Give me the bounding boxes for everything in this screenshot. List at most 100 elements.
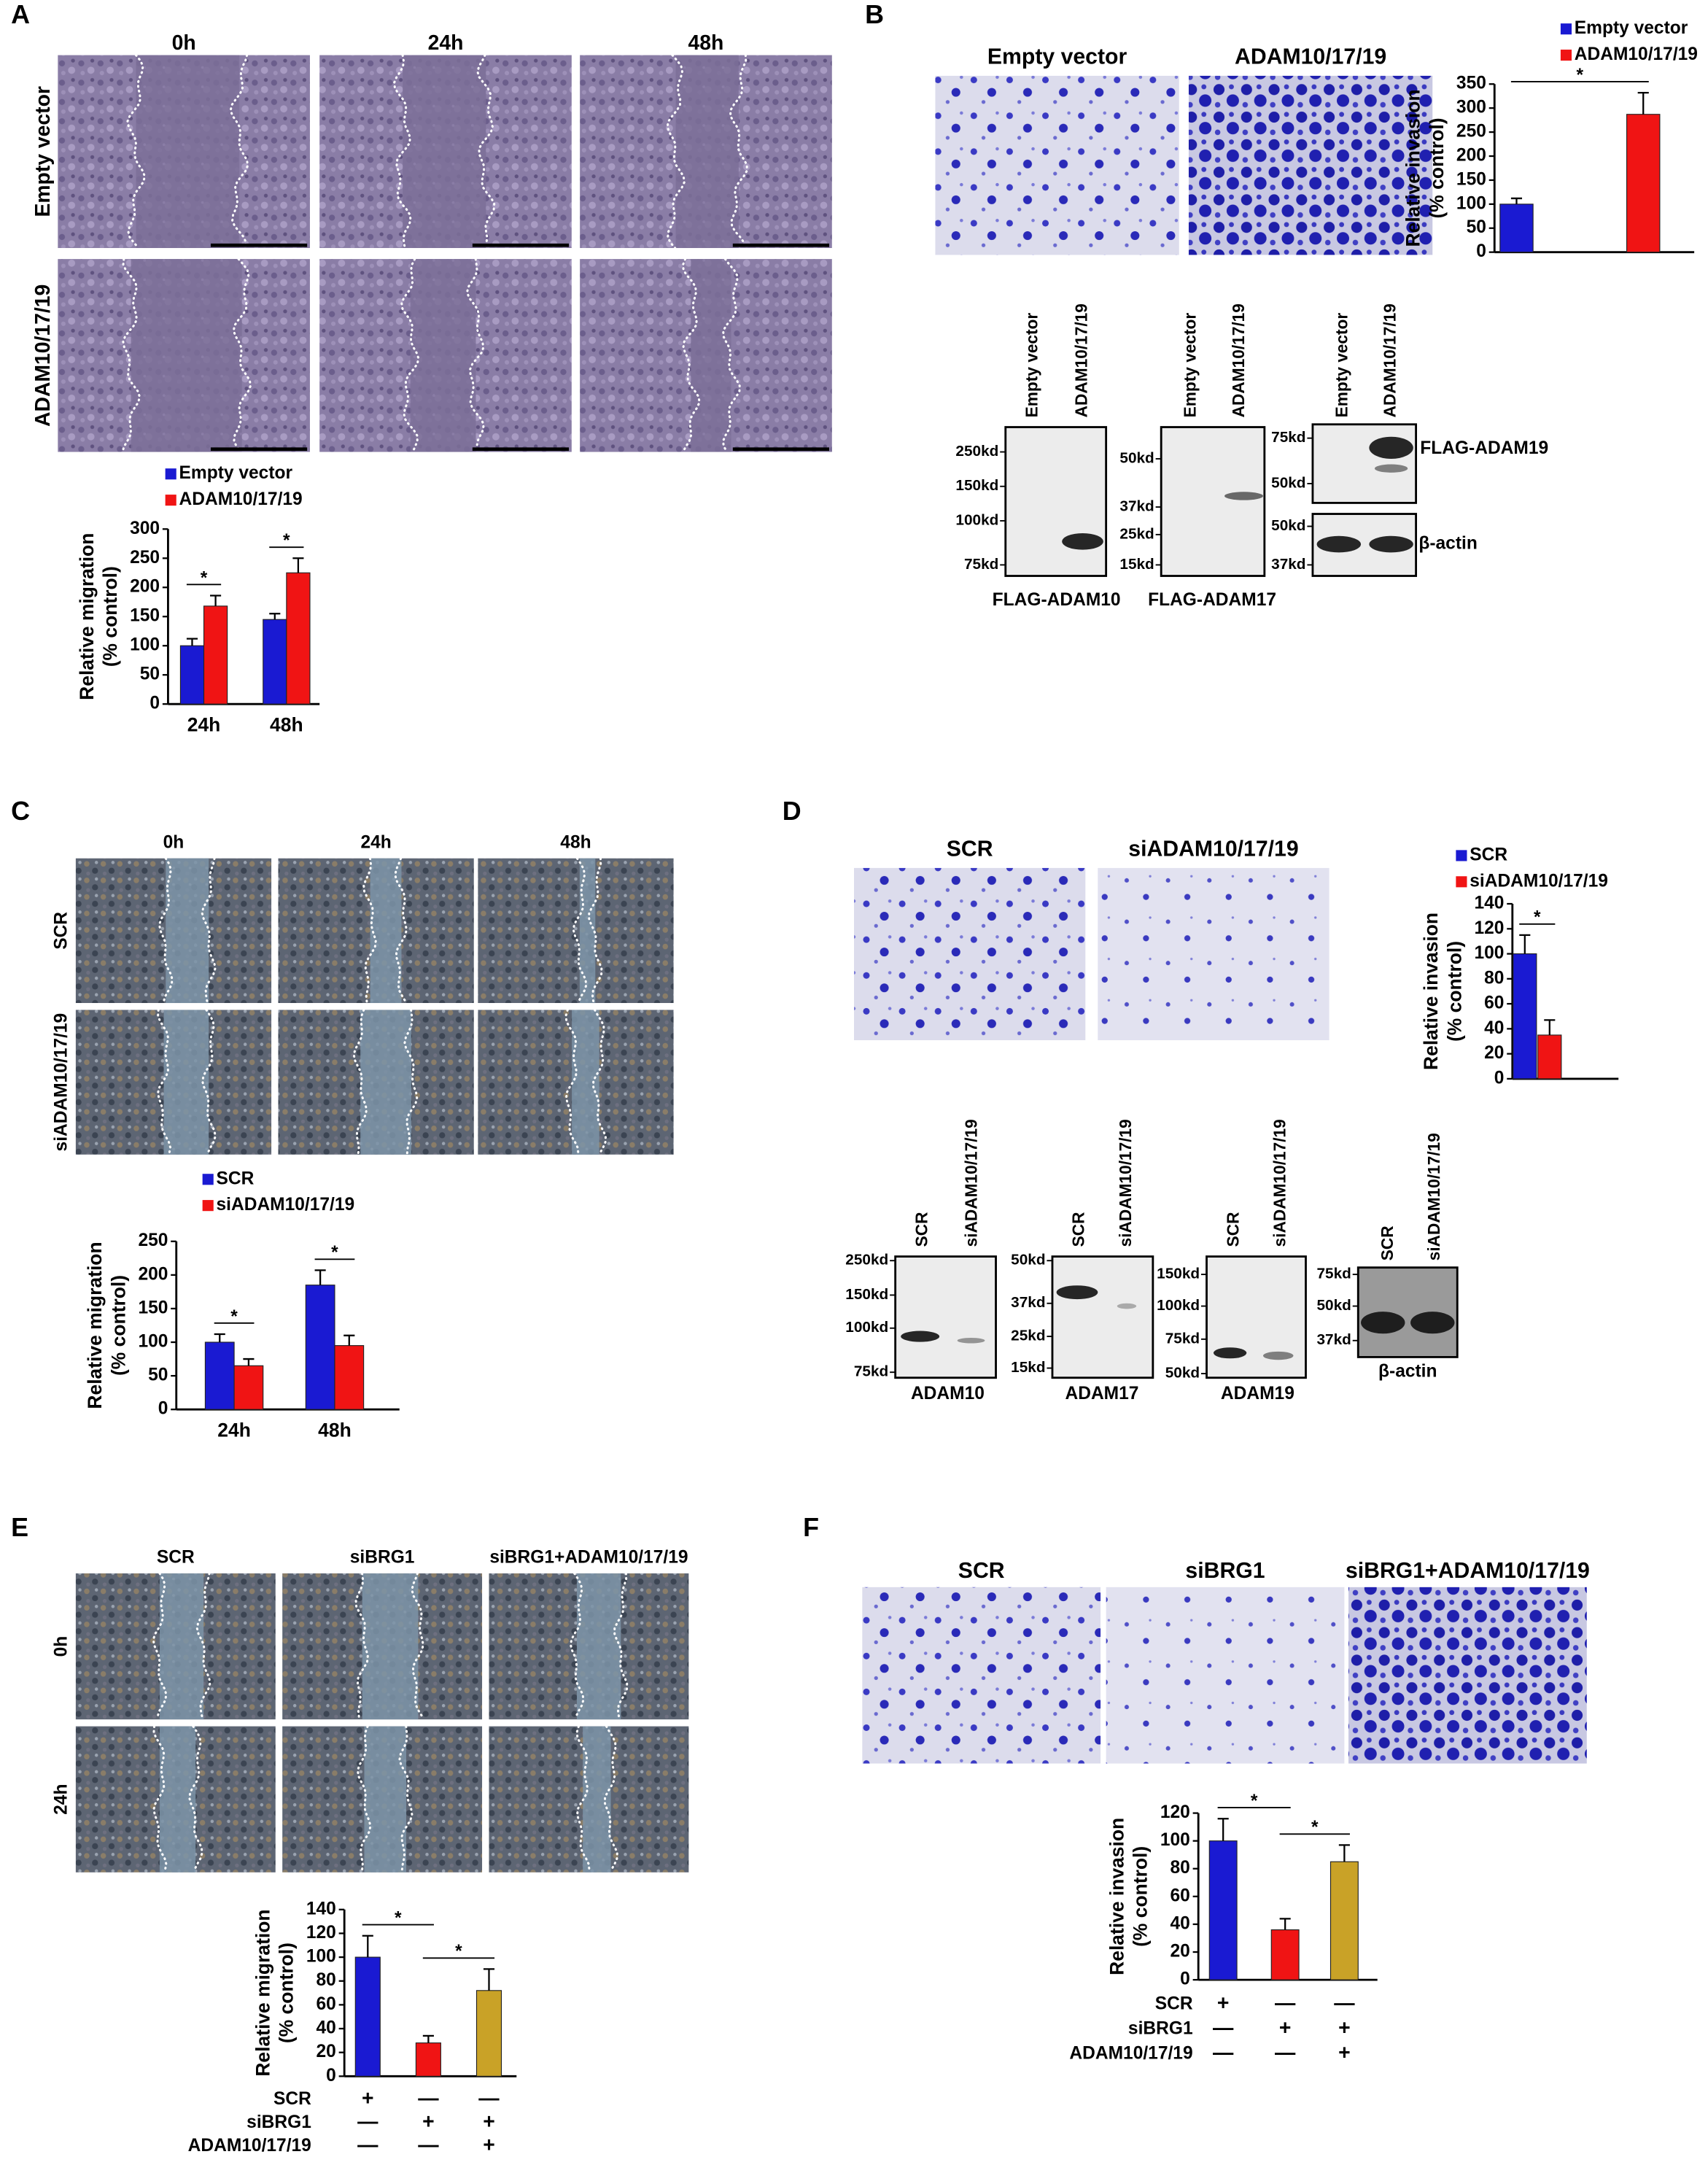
y-tick-label: 300 (130, 519, 160, 538)
blot (1051, 1255, 1154, 1379)
row-label: SCR (51, 912, 71, 950)
significance-label: * (1251, 1792, 1258, 1811)
legend-label: Empty vector (1575, 18, 1688, 38)
micrograph (1348, 1587, 1587, 1764)
micrograph (1106, 1587, 1345, 1764)
lane-label: siADAM10/17/19 (1424, 1133, 1443, 1260)
wound-edge (572, 857, 588, 1003)
condition-label: ADAM10/17/19 (1069, 2044, 1192, 2064)
y-tick-label: 100 (306, 1947, 336, 1967)
band (1374, 464, 1408, 473)
condition-sign: + (362, 2087, 374, 2110)
condition-sign: — (1275, 2042, 1296, 2065)
y-tick-label: 40 (1484, 1018, 1504, 1038)
x-tick-label: 48h (270, 713, 303, 735)
error-bar (1279, 1918, 1291, 1930)
bar (263, 619, 287, 705)
marker-label: 37kd (1119, 498, 1154, 515)
y-tick-label: 200 (1456, 145, 1486, 165)
blot (1311, 423, 1418, 504)
significance-label: * (230, 1307, 238, 1327)
band (1062, 532, 1103, 550)
condition-label: siBRG1 (247, 2112, 311, 2132)
legend-label: Empty vector (179, 463, 293, 483)
wound-area (360, 1010, 411, 1155)
wound-area (576, 1573, 621, 1720)
wound-edge (681, 257, 701, 454)
error-bar (1544, 1019, 1556, 1035)
marker-label: 50kd (1165, 1365, 1200, 1382)
row-label: 24h (51, 1784, 71, 1815)
marker-label: 100kd (845, 1319, 888, 1336)
micrograph (1098, 867, 1329, 1041)
column-label: 24h (360, 832, 391, 852)
y-tick-label: 120 (1160, 1802, 1190, 1822)
marker-label: 150kd (1157, 1266, 1200, 1282)
wound-edge (362, 857, 377, 1003)
marker-label: 50kd (1011, 1252, 1045, 1269)
y-tick-label: 200 (130, 577, 160, 597)
error-bar (343, 1334, 355, 1346)
wound-edge (411, 1572, 424, 1718)
bar (179, 645, 205, 705)
y-tick-label: 120 (306, 1923, 336, 1943)
y-tick-label: 60 (1171, 1886, 1190, 1905)
error-bar (186, 638, 198, 646)
wound-edge (229, 54, 249, 249)
wound-edge (354, 1572, 369, 1718)
legend-swatch (1456, 850, 1467, 861)
wound-edge (604, 1725, 618, 1871)
y-axis-label: (% control) (276, 1943, 298, 2043)
error-bar (1510, 197, 1523, 204)
micrograph (478, 858, 674, 1004)
panel-label: C (11, 797, 30, 826)
condition-sign: — (1213, 2042, 1234, 2065)
wound-edge (476, 54, 496, 249)
error-bar (1338, 1844, 1350, 1862)
wound-edge (394, 857, 408, 1003)
micrograph (1188, 75, 1433, 255)
column-label: 0h (163, 832, 185, 852)
band (1410, 1312, 1455, 1334)
wound-edge (729, 54, 748, 249)
x-tick-label: 24h (187, 713, 221, 735)
blot-label: FLAG-ADAM19 (1420, 438, 1548, 458)
marker-label: 75kd (1165, 1330, 1200, 1347)
condition-sign: + (1279, 2017, 1292, 2040)
panel-label: A (11, 0, 30, 29)
lane-label: ADAM10/17/19 (1072, 303, 1091, 417)
column-label: 48h (688, 31, 724, 55)
wound-edge (575, 1725, 591, 1871)
bar (1208, 1840, 1238, 1980)
marker-label: 25kd (1119, 525, 1154, 542)
y-tick-label: 140 (306, 1899, 336, 1918)
column-label: SCR (947, 837, 993, 861)
row-label: 0h (51, 1636, 71, 1657)
marker-label: 37kd (1011, 1294, 1045, 1311)
legend-swatch (202, 1174, 214, 1185)
wound-edge (158, 857, 174, 1003)
x-tick-label: 24h (217, 1419, 251, 1441)
panel-label: D (783, 797, 801, 826)
wound-area (579, 858, 596, 1004)
y-tick-label: 0 (1180, 1970, 1190, 1989)
y-tick-label: 20 (1171, 1942, 1190, 1961)
y-tick-label: 250 (130, 548, 160, 568)
bar (1499, 204, 1534, 253)
y-tick-label: 150 (138, 1298, 168, 1317)
y-axis-label: (% control) (1426, 117, 1448, 218)
wound-area (691, 259, 731, 452)
condition-sign: — (1334, 1992, 1355, 2015)
condition-sign: — (1213, 2017, 1234, 2040)
legend-swatch (1560, 50, 1572, 61)
y-tick-label: 50 (140, 665, 160, 684)
y-axis-label: Relative invasion (1420, 913, 1442, 1070)
marker-label: 50kd (1271, 517, 1305, 534)
error-bar (210, 594, 222, 606)
column-label: 48h (560, 832, 591, 852)
band (1369, 535, 1413, 553)
panel-label: E (11, 1513, 28, 1542)
marker-label: 15kd (1119, 556, 1154, 573)
